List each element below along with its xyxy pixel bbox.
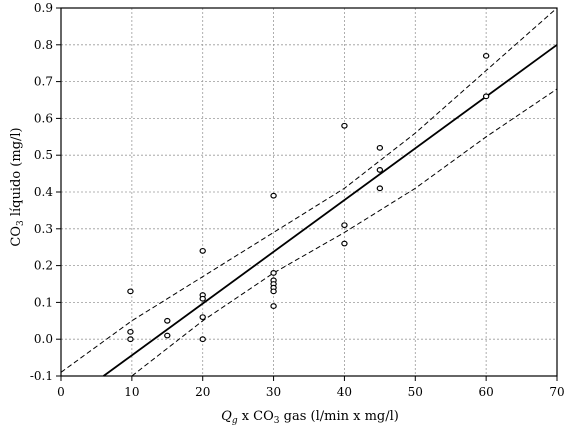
regression-line-layer [102, 44, 558, 377]
data-point [199, 247, 206, 254]
data-point [164, 332, 171, 339]
data-point [376, 167, 384, 173]
data-point [341, 122, 348, 129]
x-tick-label: 50 [408, 385, 423, 399]
y-axis-label: CO3 líquido (mg/l) [9, 127, 26, 246]
data-point [482, 52, 490, 59]
confidence-band-lower [131, 88, 558, 377]
y-tick-label: 0.1 [34, 295, 53, 309]
x-label-q-sub: g [232, 416, 238, 426]
data-point [127, 328, 134, 335]
x-tick-label: 10 [124, 385, 139, 399]
regression-line [102, 44, 558, 377]
data-point [199, 336, 206, 343]
data-point [270, 288, 277, 295]
x-label-q: Q [221, 409, 232, 424]
data-point [270, 270, 277, 276]
x-tick-label: 60 [479, 385, 494, 399]
x-tick-label: 0 [57, 385, 65, 399]
data-point [376, 144, 384, 151]
data-point [482, 93, 490, 100]
x-label-rest: gas (l/min x mg/l) [280, 409, 399, 424]
y-tick-label: 0.9 [34, 1, 53, 15]
y-label-co: CO [9, 226, 24, 247]
y-tick-label: 0.0 [34, 332, 53, 346]
data-point [341, 222, 348, 229]
data-point [199, 314, 206, 321]
data-point [270, 192, 277, 199]
data-point [341, 240, 348, 247]
y-label-co-sub: 3 [16, 220, 26, 226]
y-tick-label: 0.2 [34, 259, 53, 273]
y-tick-label: -0.1 [30, 369, 53, 383]
data-point [376, 185, 384, 192]
y-axis-ticks: -0.1 0.0 0.1 0.2 0.3 0.4 0.5 0.6 0.7 0.8 0.9 [30, 1, 61, 383]
x-tick-label: 30 [266, 385, 281, 399]
data-point [270, 303, 277, 309]
y-tick-label: 0.3 [34, 222, 53, 236]
x-tick-label: 20 [195, 385, 210, 399]
y-tick-label: 0.5 [34, 148, 53, 162]
x-axis-ticks: 0 10 20 30 40 50 60 70 [57, 376, 565, 399]
x-label-co-sub: 3 [274, 416, 280, 426]
data-point [164, 317, 171, 324]
y-tick-label: 0.6 [34, 111, 53, 125]
y-tick-label: 0.4 [34, 185, 53, 199]
y-label-rest: líquido (mg/l) [9, 127, 24, 220]
x-label-co: x CO [238, 409, 274, 424]
confidence-band-upper [60, 7, 558, 373]
data-points [127, 52, 490, 343]
x-tick-label: 70 [549, 385, 564, 399]
data-point [127, 336, 134, 343]
data-point [199, 295, 206, 302]
data-point [127, 288, 134, 295]
grid [61, 8, 557, 376]
y-tick-label: 0.7 [34, 75, 53, 89]
confidence-bands [60, 7, 558, 377]
x-axis-label: Qg x CO3 gas (l/min x mg/l) [221, 409, 399, 426]
x-tick-label: 40 [337, 385, 352, 399]
y-tick-label: 0.8 [34, 38, 53, 52]
